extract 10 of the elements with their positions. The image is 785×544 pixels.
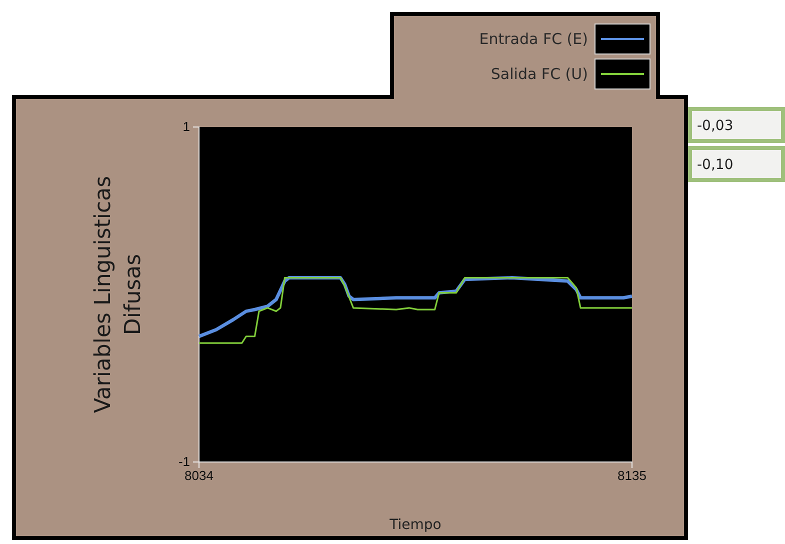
y-axis-title: Variables Linguisticas Difusas — [91, 176, 146, 414]
y-tick-label: 1 — [182, 119, 190, 134]
legend-label: Entrada FC (E) — [479, 30, 588, 48]
text: -0,10 — [697, 157, 734, 173]
legend-label: Salida FC (U) — [490, 65, 588, 83]
x-tick-label: 8135 — [618, 468, 646, 484]
x-tick-label: 8034 — [184, 468, 214, 484]
x-axis-title: Tiempo — [388, 517, 442, 533]
text: -0,03 — [697, 118, 734, 134]
y-tick-label: -1 — [178, 454, 190, 470]
